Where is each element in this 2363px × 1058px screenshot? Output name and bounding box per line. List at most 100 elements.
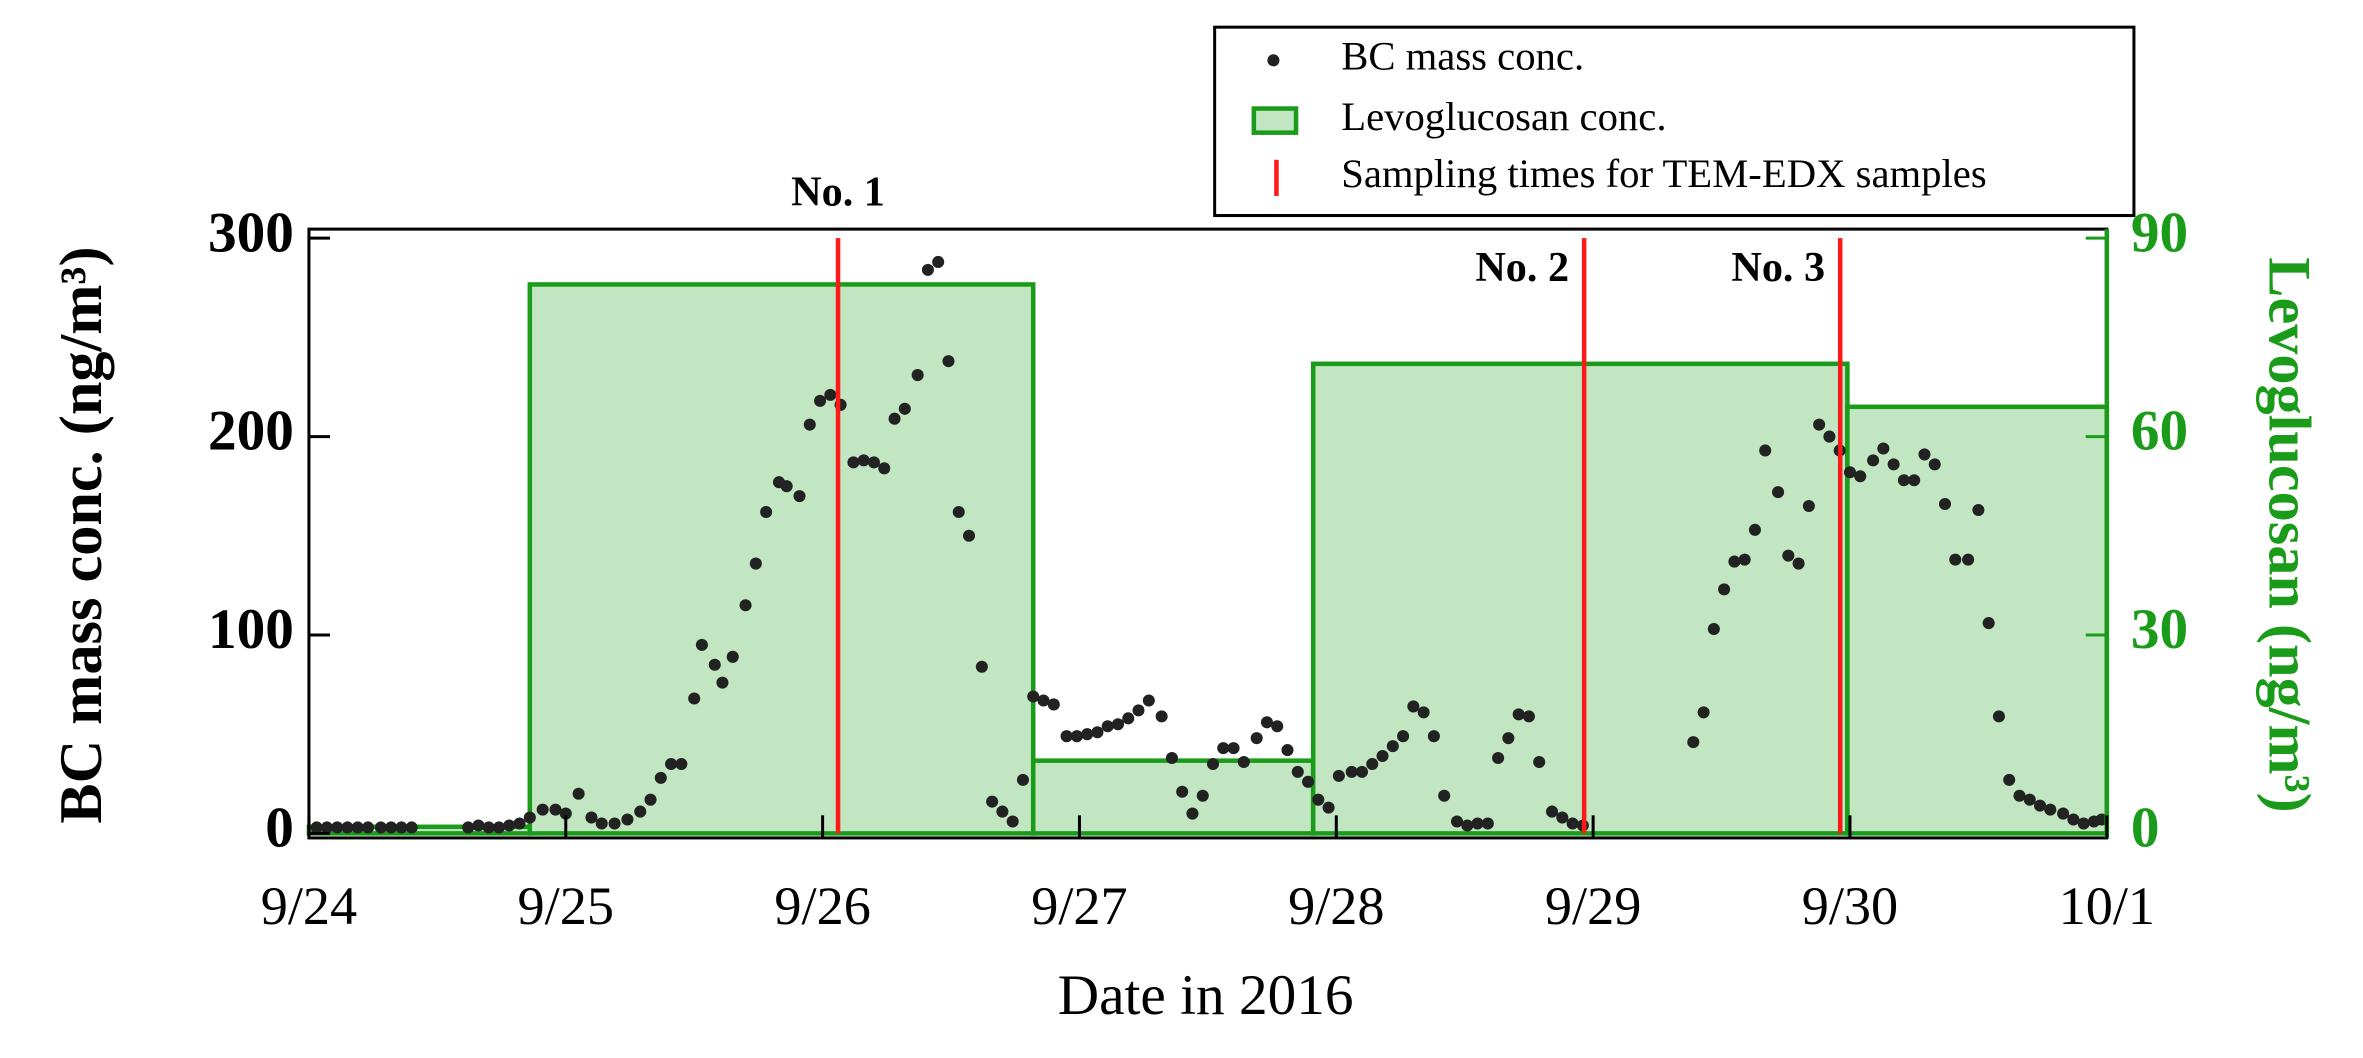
- bc-point: [695, 638, 708, 651]
- bc-point: [320, 821, 333, 834]
- bc-point: [1738, 553, 1751, 566]
- bc-point: [2034, 799, 2047, 812]
- bc-point: [1843, 466, 1856, 479]
- bc-point: [374, 821, 387, 834]
- bc-point: [1877, 442, 1890, 455]
- legend-label: Sampling times for TEM-EDX samples: [1341, 151, 1986, 196]
- bc-point: [1461, 819, 1474, 832]
- bc-point: [1450, 815, 1464, 828]
- bc-point: [385, 821, 398, 834]
- bc-point: [1006, 815, 1019, 828]
- bc-point: [1260, 716, 1273, 729]
- levoglucosan-bar: [527, 282, 1036, 836]
- bc-point: [780, 480, 793, 493]
- bc-point: [932, 255, 945, 268]
- sampling-label: No. 3: [1731, 244, 1825, 291]
- bc-point: [513, 817, 526, 830]
- bc-point: [1081, 728, 1094, 741]
- bc-point: [1227, 742, 1240, 755]
- bc-point: [1386, 740, 1399, 753]
- bc-point: [1101, 720, 1114, 733]
- bc-point: [1792, 557, 1805, 570]
- y-tick-label: 100: [208, 598, 294, 661]
- bc-point: [1802, 499, 1815, 513]
- bc-point: [1417, 706, 1430, 719]
- x-axis-label: Date in 2016: [1058, 964, 1354, 1027]
- bc-point: [572, 787, 585, 800]
- y2-tick-label: 90: [2131, 201, 2188, 264]
- levoglucosan-bar: [1030, 758, 1316, 836]
- x-tick-label: 9/27: [1031, 876, 1127, 936]
- bc-point: [482, 821, 495, 834]
- bc-point: [1407, 700, 1420, 713]
- bc-point: [803, 418, 816, 431]
- bc-point: [1206, 757, 1220, 770]
- bc-point: [559, 807, 572, 820]
- bc-point: [1271, 720, 1284, 733]
- y-axis-label: BC mass conc. (ng/m³): [48, 246, 115, 823]
- bc-point: [1707, 623, 1720, 636]
- bc-point: [351, 821, 364, 834]
- bc-point: [462, 821, 475, 834]
- bc-point: [1687, 736, 1700, 749]
- bc-point: [1037, 694, 1050, 707]
- bc-point: [1438, 789, 1451, 802]
- bc-point: [361, 821, 375, 834]
- bc-point: [1867, 454, 1880, 467]
- bc-point: [472, 819, 485, 832]
- bc-point: [665, 757, 678, 770]
- bc-point: [824, 388, 837, 401]
- bc-point: [888, 412, 901, 425]
- bc-point: [1291, 765, 1304, 778]
- levoglucosan-bar: [1845, 404, 2110, 836]
- legend-label: BC mass conc.: [1341, 34, 1584, 79]
- levoglucosan-bar: [1310, 361, 1850, 836]
- bc-point: [1060, 730, 1073, 743]
- bc-point: [708, 658, 721, 671]
- bc-point: [1556, 811, 1569, 824]
- bc-point: [952, 505, 965, 518]
- bc-point: [1887, 458, 1900, 471]
- bc-point: [2023, 793, 2036, 806]
- bc-point: [1132, 704, 1145, 717]
- bc-point: [2057, 807, 2070, 820]
- bc-point: [1281, 744, 1294, 757]
- bc-point: [1813, 418, 1826, 431]
- bc-point: [1759, 444, 1772, 457]
- bc-point: [1522, 710, 1535, 723]
- x-tick-label: 9/29: [1545, 876, 1641, 936]
- bc-point: [814, 394, 827, 407]
- bc-point: [1962, 553, 1975, 566]
- bc-point: [921, 263, 934, 276]
- bc-point: [793, 490, 806, 503]
- y2-tick-label: 60: [2131, 400, 2188, 463]
- sampling-label: No. 2: [1475, 244, 1569, 291]
- bc-point: [331, 821, 344, 834]
- x-tick-label: 9/24: [261, 876, 357, 936]
- x-tick-label: 10/1: [2059, 876, 2155, 936]
- bc-point: [523, 811, 536, 824]
- bc-point: [1492, 751, 1505, 765]
- bc-point: [739, 599, 752, 612]
- bc-point: [1982, 617, 1995, 630]
- bc-point: [975, 660, 988, 673]
- bc-point: [310, 821, 323, 834]
- bc-point: [898, 402, 911, 415]
- bc-point: [726, 650, 739, 663]
- bc-point: [2067, 813, 2080, 826]
- bc-point: [1908, 474, 1921, 487]
- bc-point: [1772, 486, 1785, 499]
- bc-point: [1918, 448, 1931, 461]
- bc-point: [942, 355, 955, 368]
- bc-point: [1091, 726, 1104, 739]
- y-tick-label: 200: [208, 400, 294, 463]
- bc-point: [1546, 805, 1559, 818]
- bc-point: [1250, 732, 1263, 745]
- bc-point: [2003, 773, 2016, 786]
- bc-point: [688, 692, 701, 705]
- bc-point: [986, 795, 999, 808]
- y2-tick-label: 0: [2131, 797, 2160, 860]
- bc-point: [760, 505, 773, 518]
- bc-point: [1427, 730, 1440, 743]
- bc-point: [1302, 775, 1315, 788]
